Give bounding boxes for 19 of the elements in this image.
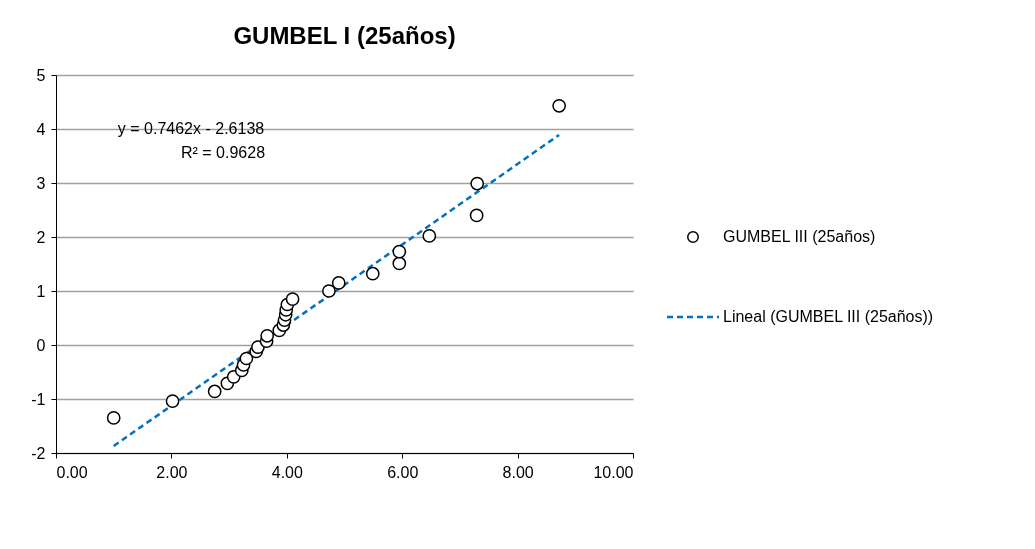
- y-tick-label: 4: [36, 120, 46, 138]
- x-tick-label: 0.00: [56, 463, 88, 481]
- y-tick-label: 1: [36, 282, 46, 300]
- y-tick-label: 5: [36, 66, 46, 84]
- x-tick-label: 2.00: [156, 463, 188, 481]
- x-tick-label: 8.00: [502, 463, 534, 481]
- y-tick-label: 3: [36, 174, 46, 192]
- y-tick-label: 2: [36, 228, 46, 246]
- legend-label: Lineal (GUMBEL III (25años)): [723, 308, 934, 325]
- y-tick-label: 0: [36, 336, 46, 354]
- annotation: y = 0.7462x - 2.6138: [117, 120, 265, 137]
- x-tick-label: 6.00: [387, 463, 419, 481]
- y-tick-label: -2: [31, 444, 46, 462]
- chart-title: GUMBEL I (25años): [233, 22, 456, 49]
- x-tick-label: 4.00: [271, 463, 303, 481]
- annotation: R² = 0.9628: [180, 144, 266, 161]
- legend-label: GUMBEL III (25años): [723, 228, 876, 245]
- x-tick-label: 10.00: [593, 463, 634, 481]
- y-tick-label: -1: [31, 390, 46, 408]
